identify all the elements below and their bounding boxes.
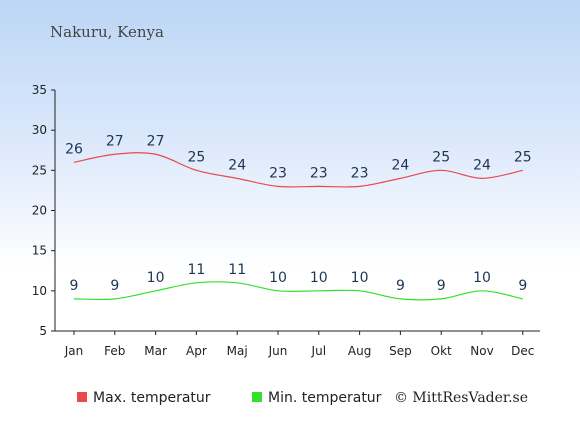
data-labels: 26 27 27 25 24 23 23 23 24 25 24 25 9 9 10 11 11 10 10 10 9 9… — [65, 133, 532, 294]
max-temp-label: 24 — [391, 157, 409, 173]
x-tick-label: Dec — [511, 344, 534, 358]
max-temp-line — [73, 152, 523, 188]
min-temp-label: 9 — [70, 278, 79, 294]
location-title: Nakuru, Kenya — [50, 23, 164, 41]
x-tick-label: Aug — [348, 344, 371, 358]
max-temp-label: 25 — [187, 149, 205, 165]
legend-min-swatch — [252, 392, 262, 402]
x-tick-label: Feb — [104, 344, 125, 358]
max-temp-label: 23 — [310, 165, 328, 181]
x-tick-label: Sep — [389, 344, 412, 358]
x-tick-label: Jul — [311, 344, 326, 358]
axes: 5 10 15 20 25 30 35 Jan Feb Mar Apr Maj Jun Jul Aug Sep… — [32, 83, 540, 358]
site-credit: © MittResVader.se — [394, 390, 528, 406]
x-tick-label: Jun — [268, 344, 288, 358]
min-temp-label: 10 — [473, 270, 491, 286]
y-tick-label: 15 — [32, 244, 47, 258]
series-layer — [73, 152, 523, 301]
max-temp-label: 24 — [473, 157, 491, 173]
min-temp-label: 9 — [437, 278, 446, 294]
max-temp-label: 26 — [65, 141, 83, 157]
x-tick-label: Maj — [227, 344, 248, 358]
y-tick-label: 35 — [32, 83, 47, 97]
min-temp-label: 9 — [396, 278, 405, 294]
min-temp-label: 11 — [228, 262, 246, 278]
max-temp-label: 25 — [514, 149, 532, 165]
min-temp-label: 10 — [310, 270, 328, 286]
x-tick-label: Mar — [144, 344, 167, 358]
min-temp-label: 9 — [110, 278, 119, 294]
max-temp-label: 23 — [351, 165, 369, 181]
min-temp-label: 10 — [269, 270, 287, 286]
min-temp-label: 10 — [147, 270, 165, 286]
max-temp-label: 27 — [147, 133, 165, 149]
x-tick-label: Jan — [64, 344, 84, 358]
y-tick-label: 20 — [32, 204, 47, 218]
y-tick-label: 25 — [32, 163, 47, 177]
y-tick-label: 5 — [39, 324, 47, 338]
min-temp-label: 11 — [187, 262, 205, 278]
min-temp-label: 9 — [518, 278, 527, 294]
x-tick-label: Okt — [431, 344, 452, 358]
x-tick-label: Apr — [186, 344, 207, 358]
min-temp-line — [73, 281, 523, 301]
legend-max-label: Max. temperatur — [93, 390, 211, 406]
min-temp-label: 10 — [351, 270, 369, 286]
max-temp-label: 24 — [228, 157, 246, 173]
legend-max-swatch — [77, 392, 87, 402]
x-tick-label: Nov — [470, 344, 493, 358]
y-tick-label: 10 — [32, 284, 47, 298]
legend: Max. temperatur Min. temperatur — [77, 390, 382, 406]
max-temp-label: 23 — [269, 165, 287, 181]
y-tick-label: 30 — [32, 123, 47, 137]
legend-min-label: Min. temperatur — [268, 390, 382, 406]
max-temp-label: 27 — [106, 133, 124, 149]
max-temp-label: 25 — [432, 149, 450, 165]
